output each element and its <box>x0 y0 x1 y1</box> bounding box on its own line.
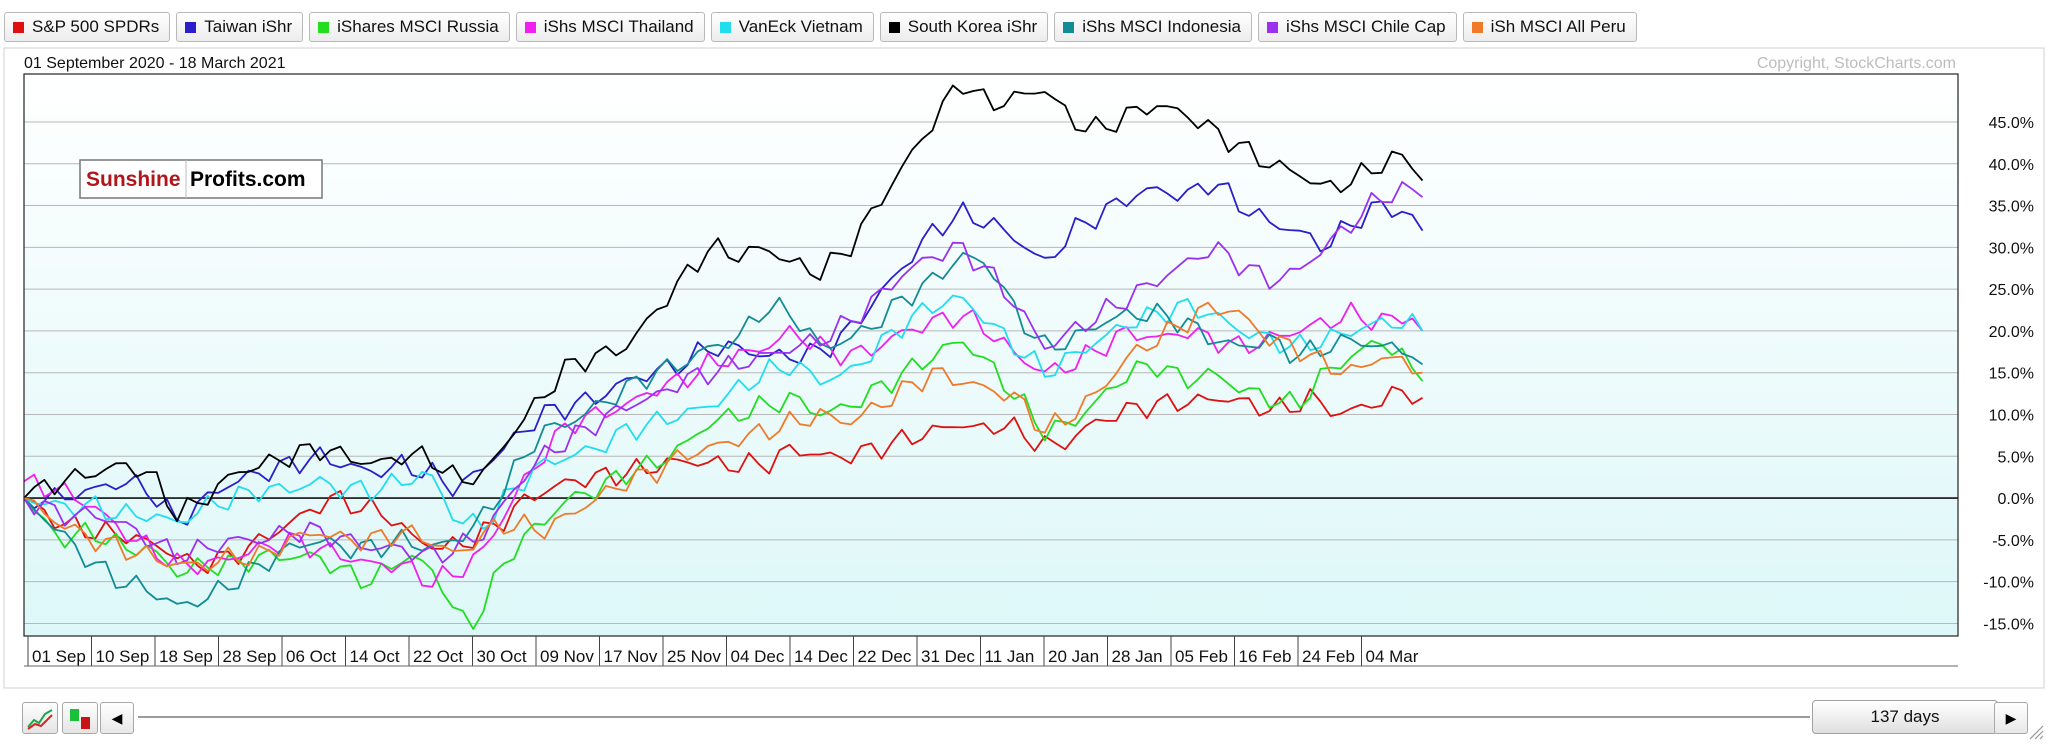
chart-border <box>3 47 2045 689</box>
x-tick-label: 09 Nov <box>540 647 594 666</box>
legend-item[interactable]: iShs MSCI Chile Cap <box>1257 12 1457 42</box>
line-chart: -15.0% -10.0% -5.0% 0.0% 5.0% 10.0% 15.0% 20.0%… <box>3 47 2045 689</box>
legend-item[interactable]: South Korea iShr <box>879 12 1049 42</box>
legend-swatch <box>1266 21 1278 33</box>
x-tick-label: 04 Dec <box>731 647 785 666</box>
axes: -15.0% -10.0% -5.0% 0.0% 5.0% 10.0% 15.0% 20.0%… <box>3 47 2045 689</box>
y-tick-label: 30.0% <box>1989 240 2034 257</box>
legend-item[interactable]: iShares MSCI Russia <box>309 12 510 42</box>
plot-frame <box>23 73 1959 637</box>
legend-label: VanEck Vietnam <box>738 17 863 36</box>
legend-label: iShares MSCI Russia <box>337 17 499 36</box>
legend-swatch <box>13 21 24 33</box>
scroll-right-button[interactable]: ▶ <box>1994 702 2028 734</box>
series-line-4 <box>23 294 1424 530</box>
y-tick-label: -10.0% <box>1983 575 2034 592</box>
y-tick-label: 40.0% <box>1989 157 2034 174</box>
legend-swatch <box>185 21 197 33</box>
series-line-5 <box>23 84 1424 522</box>
legend-item[interactable]: VanEck Vietnam <box>710 12 874 42</box>
copyright-label: Copyright, StockCharts.com <box>1757 55 1956 72</box>
range-slider-track[interactable] <box>138 716 1810 718</box>
legend-swatch <box>318 21 330 33</box>
y-tick-label: 0.0% <box>1998 491 2034 508</box>
range-days-label: 137 days <box>1870 707 1940 726</box>
legend-swatch <box>888 21 900 33</box>
series-line-6 <box>23 251 1424 608</box>
watermark-logo: Sunshine Profits.com <box>79 159 323 199</box>
watermark-part2: Profits.com <box>190 168 306 191</box>
legend-label: S&P 500 SPDRs <box>32 17 160 36</box>
x-tick-label: 31 Dec <box>921 647 975 666</box>
series-line-2 <box>23 339 1424 630</box>
watermark-part1: Sunshine <box>86 168 181 191</box>
range-slider-thumb[interactable]: 137 days <box>1812 700 1998 734</box>
x-tick-label: 17 Nov <box>604 647 658 666</box>
x-tick-label: 01 Sep <box>32 647 86 666</box>
legend-label: iShs MSCI Thailand <box>543 17 694 36</box>
chevron-right-icon: ▶ <box>2005 709 2017 726</box>
y-tick-label: -5.0% <box>1992 533 2034 550</box>
line-chart-tool-button[interactable] <box>22 702 58 734</box>
x-tick-label: 18 Sep <box>159 647 213 666</box>
legend-label: iSh MSCI All Peru <box>1490 17 1626 36</box>
series-line-8 <box>23 301 1423 572</box>
x-tick-label: 28 Sep <box>223 647 277 666</box>
x-tick-label: 25 Nov <box>667 647 721 666</box>
legend-item[interactable]: S&P 500 SPDRs <box>4 12 171 42</box>
y-tick-label: 45.0% <box>1989 115 2034 132</box>
y-tick-label: 25.0% <box>1989 282 2034 299</box>
x-tick-label: 22 Oct <box>413 647 463 666</box>
plot-background <box>24 76 1958 636</box>
x-tick-label: 05 Feb <box>1175 647 1228 666</box>
x-tick-label: 11 Jan <box>985 647 1035 666</box>
y-tick-label: 15.0% <box>1989 366 2034 383</box>
y-tick-label: 35.0% <box>1989 199 2034 216</box>
line-chart-icon <box>27 709 53 730</box>
legend-label: iShs MSCI Indonesia <box>1082 17 1241 36</box>
date-range-label: 01 September 2020 - 18 March 2021 <box>24 55 286 72</box>
legend-label: South Korea iShr <box>907 17 1038 36</box>
resize-grip-icon[interactable] <box>2026 722 2044 740</box>
legend-item[interactable]: iShs MSCI Thailand <box>515 12 705 42</box>
chevron-left-icon: ◀ <box>111 709 123 726</box>
x-tick-label: 16 Feb <box>1239 647 1292 666</box>
x-tick-label: 30 Oct <box>477 647 527 666</box>
legend-item[interactable]: iShs MSCI Indonesia <box>1054 12 1252 42</box>
x-tick-label: 28 Jan <box>1112 647 1163 666</box>
y-tick-label: 20.0% <box>1989 324 2034 341</box>
legend-item[interactable]: Taiwan iShr <box>176 12 304 42</box>
y-tick-label: -15.0% <box>1983 616 2034 633</box>
legend-swatch <box>524 21 536 33</box>
x-tick-label: 14 Dec <box>794 647 848 666</box>
series-line-0 <box>23 385 1423 574</box>
x-tick-label: 22 Dec <box>858 647 912 666</box>
x-tick-label: 24 Feb <box>1302 647 1355 666</box>
x-tick-label: 10 Sep <box>96 647 150 666</box>
y-tick-label: 10.0% <box>1989 408 2034 425</box>
legend-label: Taiwan iShr <box>204 17 293 36</box>
scroll-left-button[interactable]: ◀ <box>100 702 134 734</box>
legend-swatch <box>1063 21 1075 33</box>
x-tick-label: 06 Oct <box>286 647 336 666</box>
candlestick-icon <box>70 709 90 729</box>
legend-swatch <box>719 21 731 33</box>
y-tick-label: 5.0% <box>1998 449 2034 466</box>
x-tick-label: 14 Oct <box>350 647 400 666</box>
legend-swatch <box>1471 21 1483 33</box>
x-tick-label: 04 Mar <box>1366 647 1419 666</box>
series-line-1 <box>23 182 1424 526</box>
series-line-7 <box>23 181 1424 566</box>
watermark-box <box>79 159 323 199</box>
legend: S&P 500 SPDRs Taiwan iShr iShares MSCI Rus… <box>4 12 1637 42</box>
bar-chart-tool-button[interactable] <box>62 702 98 734</box>
x-tick-label: 20 Jan <box>1048 647 1099 666</box>
legend-item[interactable]: iSh MSCI All Peru <box>1462 12 1637 42</box>
series-lines <box>23 84 1424 630</box>
legend-label: iShs MSCI Chile Cap <box>1285 17 1446 36</box>
